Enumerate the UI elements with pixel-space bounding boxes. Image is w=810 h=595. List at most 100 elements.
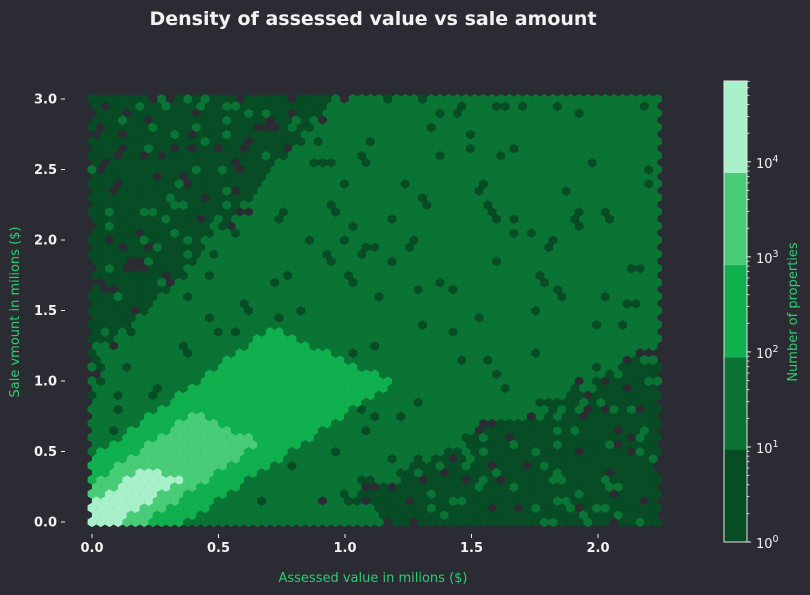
- hexbin-cell: [131, 93, 140, 105]
- colorbar-tick-label: 100: [756, 534, 779, 552]
- hexbin-cell: [626, 93, 636, 105]
- colorbar-segment: [724, 81, 747, 174]
- hexbin-cells: [87, 93, 662, 528]
- hexbin-cell: [409, 93, 419, 105]
- hexbin-cell: [365, 488, 375, 499]
- hexbin-cell: [174, 93, 184, 105]
- hexbin-cell: [583, 93, 593, 105]
- y-tick-label: 1.5: [34, 304, 57, 319]
- hexbin-cell: [252, 93, 262, 105]
- hexbin-cell: [244, 93, 254, 105]
- x-tick-label: 0.0: [80, 541, 103, 556]
- hexbin-cell: [635, 93, 645, 105]
- hexbin-cell: [618, 93, 628, 105]
- hexbin-cell: [122, 93, 132, 105]
- hexbin-cell: [87, 375, 97, 387]
- colorbar-segment: [724, 265, 747, 358]
- hexbin-cell: [365, 93, 375, 105]
- plot-area: [87, 93, 662, 528]
- hexbin-cell: [653, 93, 662, 105]
- hexbin-cell: [226, 93, 236, 105]
- hexbin-cell: [418, 93, 428, 105]
- x-tick-label: 1.5: [460, 541, 483, 556]
- hexbin-cell: [87, 136, 97, 147]
- y-axis-label: Sale vmount in milions ($): [8, 227, 23, 398]
- hexbin-cell: [91, 284, 101, 295]
- hexbin-cell: [374, 93, 384, 105]
- y-tick-label: 2.5: [34, 163, 57, 178]
- hexbin-cell: [548, 93, 558, 105]
- hexbin-cell: [609, 93, 619, 105]
- y-tick-label: 0.5: [34, 445, 57, 460]
- hexbin-cell: [461, 93, 471, 105]
- hexbin-cell: [531, 93, 541, 105]
- hexbin-cell: [135, 270, 145, 281]
- hexbin-cell: [566, 93, 575, 105]
- colorbar-tick-label: 104: [756, 154, 779, 172]
- x-tick-label: 2.0: [586, 541, 609, 556]
- y-tick-label: 1.0: [34, 375, 57, 390]
- hexbin-cell: [644, 93, 654, 105]
- hexbin-cell: [470, 93, 480, 105]
- hexbin-cell: [113, 93, 123, 105]
- colorbar-segment: [724, 357, 747, 450]
- hexbin-cell: [479, 93, 488, 105]
- hexbin-cell: [435, 93, 445, 105]
- y-tick-label: 3.0: [34, 93, 57, 108]
- hexbin-cell: [191, 93, 201, 105]
- hexbin-cell: [331, 93, 341, 105]
- hexbin-cell: [400, 93, 410, 105]
- hexbin-cell: [522, 93, 532, 105]
- hexbin-cell: [357, 93, 367, 105]
- y-tick-label: 2.0: [34, 234, 57, 249]
- hexbin-cell: [348, 93, 358, 105]
- hexbin-cell: [157, 93, 167, 105]
- colorbar-segment: [724, 173, 747, 266]
- hexbin-cell: [539, 93, 549, 105]
- hexbin-cell: [600, 93, 610, 105]
- hexbin-cell: [313, 93, 323, 105]
- colorbar-tick-label: 102: [756, 344, 779, 362]
- hexbin-cell: [383, 93, 393, 105]
- hexbin-cell: [104, 291, 114, 302]
- hexbin-cell: [592, 93, 602, 105]
- hexbin-cell: [183, 93, 193, 105]
- hexbin-cell: [87, 93, 97, 105]
- hexbin-cell: [126, 270, 136, 281]
- hexbin-cell: [265, 129, 275, 140]
- hexbin-cell: [257, 129, 267, 140]
- hexbin-cell: [96, 93, 106, 105]
- hexbin-cell: [322, 93, 332, 105]
- x-axis-label: Assessed value in milions ($): [278, 571, 467, 586]
- hexbin-cell: [640, 354, 649, 365]
- hexbin-cell: [392, 93, 401, 105]
- hexbin-cell: [487, 93, 497, 105]
- colorbar-tick-label: 103: [756, 249, 779, 267]
- hexbin-cell: [483, 425, 493, 436]
- hexbin-cell: [505, 93, 515, 105]
- hexbin-cell: [513, 93, 523, 105]
- hexbin-cell: [648, 354, 658, 365]
- x-axis: 0.0 0.5 1.0 1.5 2.0: [80, 534, 610, 556]
- hexbin-cell: [444, 93, 454, 105]
- hexbin-cell: [218, 93, 227, 105]
- x-tick-label: 0.5: [207, 541, 230, 556]
- y-tick-label: 0.0: [34, 516, 57, 531]
- hexbin-cell: [426, 93, 436, 105]
- colorbar-label: Number of properties: [786, 242, 801, 382]
- hexbin-cell: [305, 93, 314, 105]
- hexbin-cell: [209, 93, 219, 105]
- y-axis: 0.0 0.5 1.0 1.5 2.0 2.5 3.0: [34, 93, 65, 531]
- hexbin-cell: [496, 93, 506, 105]
- hexbin-cell: [452, 93, 462, 105]
- chart-title: Density of assessed value vs sale amount: [149, 8, 596, 30]
- colorbar-segment: [724, 449, 747, 542]
- hexbin-cell: [574, 93, 584, 105]
- colorbar-tick-label: 101: [756, 439, 779, 457]
- colorbar: 100 101 102 103 104: [723, 80, 779, 552]
- hexbin-cell: [557, 93, 567, 105]
- hexbin-cell: [104, 93, 114, 105]
- hexbin-cell: [278, 93, 288, 105]
- hexbin-cell: [270, 93, 280, 105]
